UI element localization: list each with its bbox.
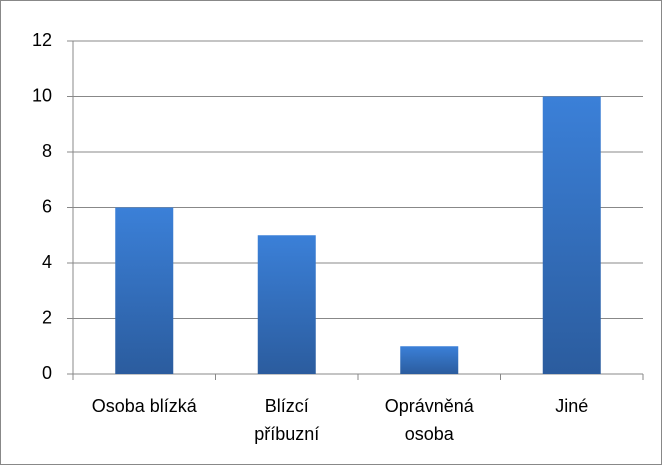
y-tick-label: 10 bbox=[32, 85, 52, 105]
bar bbox=[257, 235, 316, 374]
x-tick-label: Osoba blízká bbox=[91, 396, 197, 416]
y-tick-label: 8 bbox=[42, 141, 52, 161]
bar bbox=[542, 96, 601, 374]
y-tick-label: 0 bbox=[42, 363, 52, 383]
y-tick-label: 4 bbox=[42, 252, 52, 272]
x-tick-label: Oprávněná osoba bbox=[384, 396, 474, 444]
y-tick-label: 6 bbox=[42, 196, 52, 216]
y-tick-label: 12 bbox=[32, 30, 52, 50]
bar bbox=[115, 207, 174, 374]
bar bbox=[400, 346, 459, 374]
y-tick-label: 2 bbox=[42, 307, 52, 327]
x-tick-label: Blízcí příbuzní bbox=[254, 396, 320, 444]
x-tick-label: Jiné bbox=[555, 396, 589, 416]
